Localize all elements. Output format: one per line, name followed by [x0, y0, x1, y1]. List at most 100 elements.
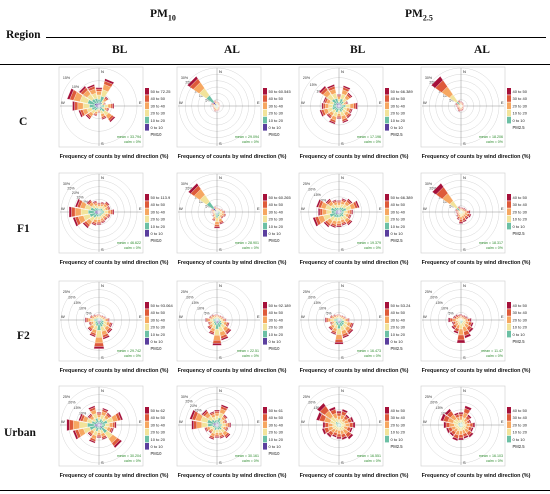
- legend-swatch: [385, 95, 389, 102]
- legend-label: 20 to 30: [391, 325, 406, 330]
- x-axis-label: Frequency of counts by wind direction (%…: [178, 473, 287, 479]
- legend-swatch: [263, 124, 267, 131]
- ring-label: 25%: [425, 290, 433, 294]
- petal-band: [207, 318, 211, 322]
- legend-swatch: [385, 338, 389, 345]
- petal-dir-4: [216, 210, 226, 214]
- legend-label: 50 to 66.389: [391, 195, 414, 200]
- legend-swatch: [385, 116, 389, 124]
- petal-dir-6: [216, 424, 231, 439]
- compass-n: N: [341, 388, 344, 393]
- legend-swatch: [145, 428, 149, 436]
- mean-label: mean = 28.901: [235, 241, 259, 245]
- petal-band: [336, 412, 342, 417]
- legend-swatch: [507, 309, 511, 316]
- petal-dir-12: [455, 210, 462, 214]
- legend-swatch: [145, 222, 149, 230]
- compass-w: W: [61, 419, 65, 424]
- petal-dir-4: [338, 209, 353, 215]
- legend-label: 10 to 20: [513, 325, 528, 330]
- petal-band: [227, 422, 230, 428]
- petal-band: [213, 226, 221, 229]
- petal-band: [325, 198, 331, 204]
- petal-dir-8: [336, 424, 342, 439]
- petal-band: [341, 408, 349, 414]
- petal-dir-13: [66, 88, 100, 107]
- petal-dir-10: [451, 319, 462, 330]
- legend-label: 20 to 30: [269, 325, 284, 330]
- ring-label: 25%: [67, 187, 75, 191]
- petal-band: [443, 421, 447, 429]
- mean-label: mean = 30.161: [235, 454, 259, 458]
- legend-swatch: [263, 102, 267, 109]
- petal-dir-15: [213, 206, 218, 213]
- petal-dir-15: [209, 411, 218, 426]
- legend-swatch: [263, 194, 267, 201]
- legend-title: PM10: [151, 451, 163, 456]
- mean-label: mean = 16.103: [479, 454, 503, 458]
- petal-band: [104, 315, 107, 319]
- petal-band: [74, 207, 82, 217]
- petal-dir-5: [98, 424, 115, 434]
- calm-label: calm = 0%: [364, 459, 382, 463]
- petal-band: [212, 212, 214, 215]
- petal-band: [213, 110, 217, 112]
- x-axis-label: Frequency of counts by wind direction (%…: [300, 154, 409, 160]
- petal-band: [337, 217, 341, 222]
- petal-band: [336, 117, 342, 119]
- legend-swatch: [263, 330, 267, 338]
- petal-band: [468, 432, 474, 438]
- petal-dir-4: [98, 209, 115, 215]
- petal-band: [87, 327, 92, 332]
- col-header-pm25-bl: BL: [350, 44, 366, 56]
- petal-band: [458, 413, 464, 417]
- petal-dir-14: [316, 402, 340, 426]
- petal-dir-15: [95, 314, 100, 321]
- petal-band: [87, 413, 92, 418]
- row-label-f1: F1: [17, 223, 30, 235]
- petal-band: [219, 207, 222, 210]
- petal-band: [445, 422, 450, 428]
- legend-label: 40 to 50: [269, 310, 284, 315]
- petal-band: [456, 106, 459, 109]
- petal-band: [351, 209, 353, 215]
- petal-dir-15: [326, 84, 340, 107]
- legend-swatch: [507, 316, 511, 323]
- petal-band: [214, 412, 220, 417]
- legend-swatch: [263, 302, 267, 309]
- petal-band: [452, 315, 456, 319]
- petal-dir-10: [455, 211, 462, 218]
- legend-label: 20 to 30: [513, 317, 528, 322]
- petal-band: [468, 213, 472, 218]
- petal-band: [214, 328, 220, 336]
- petal-band: [322, 421, 326, 429]
- petal-band: [431, 182, 444, 195]
- petal-band: [336, 220, 342, 225]
- petal-dir-3: [338, 416, 355, 426]
- petal-band: [102, 335, 110, 340]
- legend-swatch: [145, 414, 149, 421]
- ring-label: 5%: [326, 417, 332, 421]
- compass-n: N: [219, 388, 222, 393]
- petal-band: [211, 219, 216, 222]
- ring-label: 20%: [303, 76, 311, 80]
- petal-dir-9: [89, 319, 100, 338]
- petal-dir-6: [216, 319, 232, 335]
- petal-band: [105, 422, 110, 428]
- petal-band: [330, 331, 337, 336]
- legend-swatch: [263, 222, 267, 230]
- petal-band: [315, 412, 323, 421]
- legend-label: 40 to 50: [391, 202, 406, 207]
- legend-label: 0 to 10: [151, 125, 164, 130]
- petal-band: [325, 317, 327, 323]
- petal-band: [217, 207, 220, 210]
- petal-band: [470, 322, 474, 328]
- petal-band: [342, 85, 351, 90]
- petal-band: [469, 317, 472, 323]
- petal-band: [208, 315, 211, 319]
- legend-swatch: [507, 302, 511, 309]
- legend-label: 30 to 40: [269, 209, 284, 214]
- legend-swatch: [145, 421, 149, 428]
- petal-dir-3: [460, 315, 469, 321]
- legend-swatch: [263, 309, 267, 316]
